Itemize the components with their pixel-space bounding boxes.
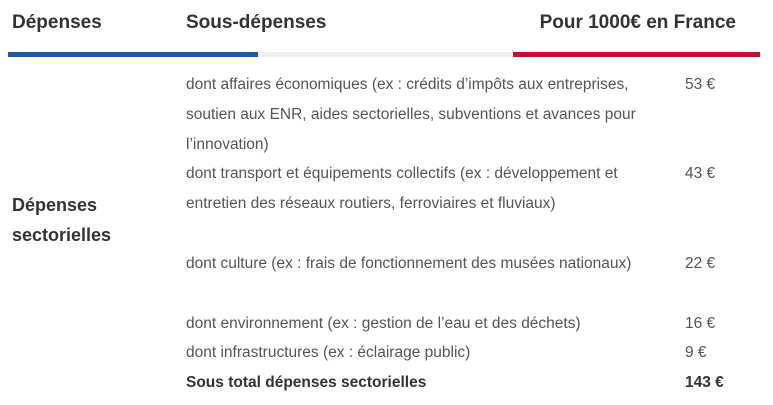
row-description: dont environnement (ex : gestion de l’ea… [186, 315, 581, 332]
header-depenses: Dépenses [12, 12, 102, 33]
row-amount: 9 € [685, 344, 707, 361]
row-amount: 22 € [685, 255, 716, 272]
tricolor-divider [8, 52, 760, 57]
row-amount: 53 € [685, 76, 716, 93]
divider-blue [8, 52, 258, 57]
divider-red [513, 52, 760, 57]
row-description: dont affaires économiques (ex : crédits … [186, 76, 636, 153]
total-description: Sous total dépenses sectorielles [186, 374, 427, 391]
table-row: dont infrastructures (ex : éclairage pub… [186, 338, 746, 368]
divider-white [258, 52, 513, 57]
header-sous-depenses: Sous-dépenses [186, 12, 327, 33]
table-row: dont environnement (ex : gestion de l’ea… [186, 309, 746, 339]
row-description: dont transport et équipements collectifs… [186, 165, 618, 212]
table-row: dont transport et équipements collectifs… [186, 159, 746, 219]
total-amount: 143 € [685, 374, 724, 391]
header-pour-1000: Pour 1000€ en France [539, 12, 736, 33]
total-row: Sous total dépenses sectorielles 143 € [186, 368, 746, 398]
row-description: dont infrastructures (ex : éclairage pub… [186, 344, 471, 361]
row-amount: 16 € [685, 315, 716, 332]
row-description: dont culture (ex : frais de fonctionneme… [186, 255, 632, 272]
table-row: dont culture (ex : frais de fonctionneme… [186, 249, 746, 279]
table-header: Dépenses Sous-dépenses Pour 1000€ en Fra… [0, 0, 773, 60]
row-amount: 43 € [685, 165, 716, 182]
category-label: Dépenses sectorielles [12, 195, 112, 245]
table-row: dont affaires économiques (ex : crédits … [186, 70, 746, 160]
